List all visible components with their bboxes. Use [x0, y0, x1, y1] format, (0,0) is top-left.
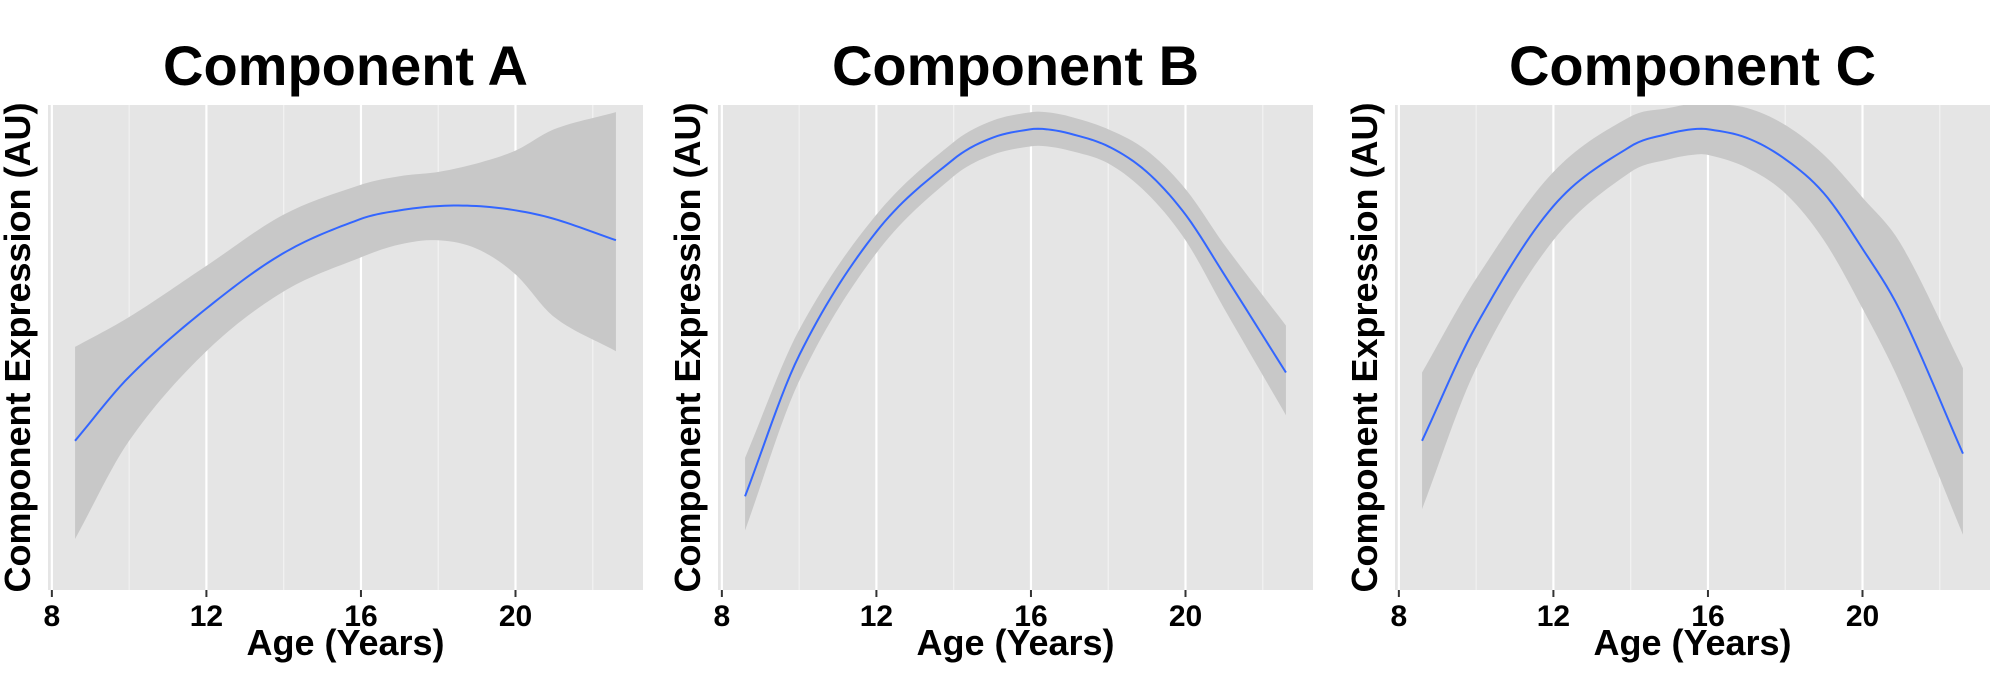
chart-panel-2: 8 12 16 20 Component B Age (Years) Component E… [667, 34, 1313, 663]
x-tick-label: 20 [1846, 600, 1879, 633]
plot-background [718, 105, 1313, 590]
chart-panel-3: 8 12 16 20 Component C Age (Years) Component E… [1344, 34, 1990, 663]
x-tick-label: 8 [1391, 600, 1408, 633]
x-tick-label: 16 [344, 600, 377, 633]
chart-title: Component B [832, 34, 1199, 97]
x-tick-label: 12 [860, 600, 893, 633]
x-tick-label: 8 [714, 600, 731, 633]
chart-panel-1: 8 12 16 20 Component A Age (Years) Component E… [0, 34, 643, 663]
x-tick-label: 20 [1169, 600, 1202, 633]
confidence-band [1422, 105, 1963, 535]
x-axis-label: Age (Years) [916, 622, 1114, 663]
fit-line [1421, 127, 1964, 455]
y-axis-label: Component Expression (AU) [0, 102, 38, 592]
y-axis-label: Component Expression (AU) [667, 102, 708, 592]
confidence-band [745, 111, 1286, 531]
x-tick-label: 16 [1014, 600, 1047, 633]
confidence-band [75, 112, 616, 539]
x-tick-label: 12 [1537, 600, 1570, 633]
fit-line [744, 127, 1287, 497]
chart-title: Component A [163, 34, 528, 97]
fit-line [74, 204, 617, 442]
x-tick-label: 16 [1691, 600, 1724, 633]
y-axis-label: Component Expression (AU) [1344, 102, 1385, 592]
x-axis-label: Age (Years) [1593, 622, 1791, 663]
x-tick-label: 8 [44, 600, 61, 633]
chart-title: Component C [1509, 34, 1876, 97]
x-axis-label: Age (Years) [246, 622, 444, 663]
x-tick-label: 20 [499, 600, 532, 633]
x-tick-label: 12 [190, 600, 223, 633]
